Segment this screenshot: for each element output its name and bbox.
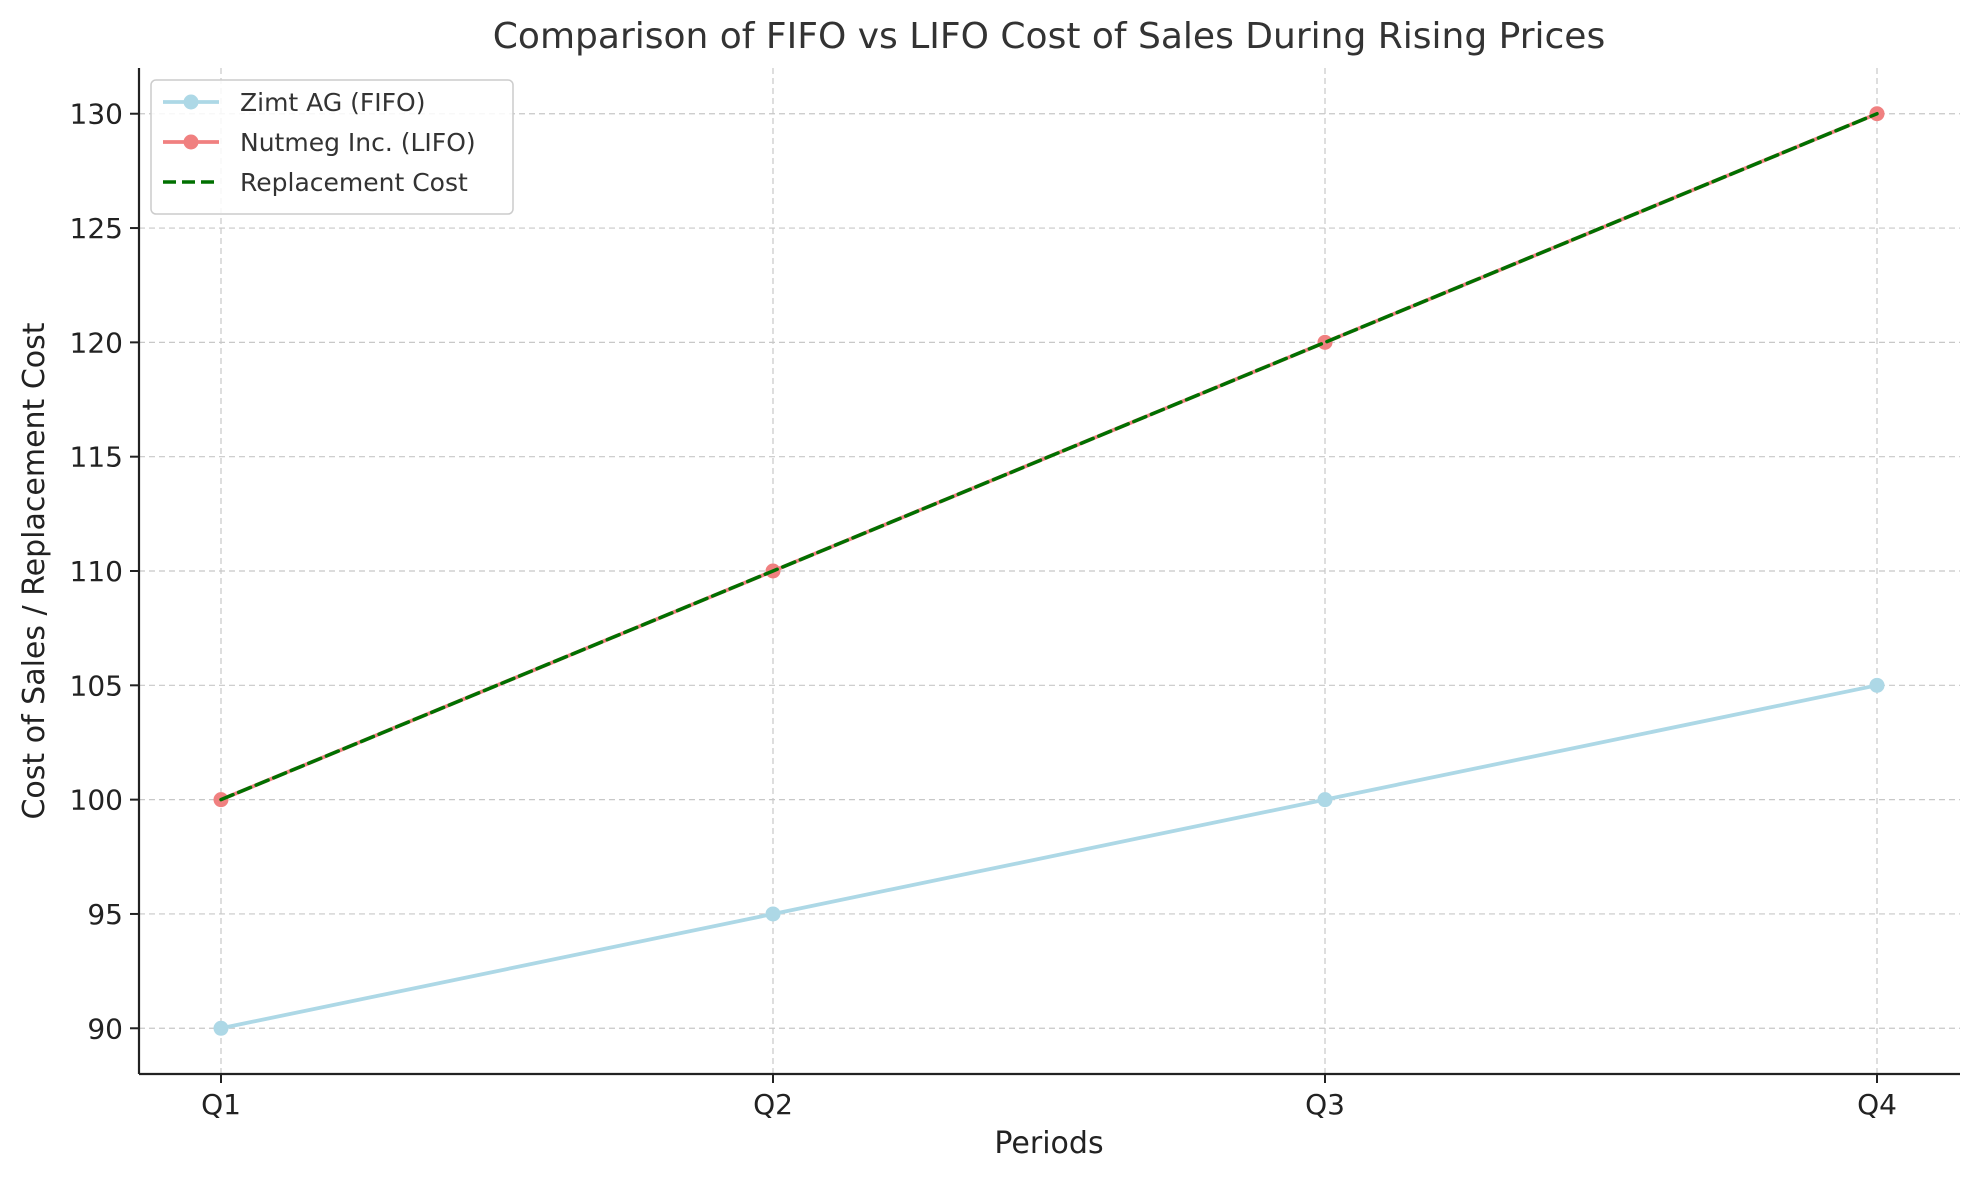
- series-2: [219, 111, 1879, 802]
- y-tick-label: 90: [87, 1012, 123, 1045]
- y-tick-label: 100: [70, 784, 123, 817]
- legend-label: Replacement Cost: [240, 168, 468, 197]
- y-axis-label: Cost of Sales / Replacement Cost: [17, 322, 52, 819]
- axis-ticks: 90 95 100 105 110 115 120 125 130 Q1 Q2 Q3 Q4: [70, 98, 1897, 1121]
- chart-title: Comparison of FIFO vs LIFO Cost of Sales…: [493, 16, 1605, 57]
- data-point: [1869, 677, 1885, 693]
- series-layer: [213, 106, 1885, 1036]
- y-tick-label: 115: [70, 441, 123, 474]
- grid-lines: [139, 68, 1960, 1074]
- x-tick-label: Q4: [1857, 1088, 1897, 1121]
- legend-box: [150, 79, 514, 215]
- y-tick-label: 95: [87, 898, 123, 931]
- y-tick-label: 125: [70, 212, 123, 245]
- series-line: [219, 683, 1879, 1031]
- legend-label: Zimt AG (FIFO): [240, 88, 425, 117]
- data-point: [1317, 334, 1333, 350]
- y-tick-label: 105: [70, 669, 123, 702]
- x-tick-label: Q3: [1305, 1088, 1345, 1121]
- x-tick-label: Q2: [753, 1088, 793, 1121]
- legend-swatch-marker: [183, 134, 199, 150]
- legend-label: Nutmeg Inc. (LIFO): [240, 128, 476, 157]
- series-line: [219, 111, 1879, 802]
- data-point: [765, 906, 781, 922]
- legend-swatch-marker: [183, 94, 199, 110]
- series-0: [213, 677, 1885, 1036]
- x-tick-label: Q1: [201, 1088, 241, 1121]
- legend: Zimt AG (FIFO) Nutmeg Inc. (LIFO) Replacem…: [150, 79, 514, 215]
- x-axis-label: Periods: [994, 1126, 1103, 1161]
- data-point: [1317, 792, 1333, 808]
- y-tick-label: 120: [70, 326, 123, 359]
- data-point: [213, 1020, 229, 1036]
- y-tick-label: 130: [70, 98, 123, 131]
- y-tick-label: 110: [70, 555, 123, 588]
